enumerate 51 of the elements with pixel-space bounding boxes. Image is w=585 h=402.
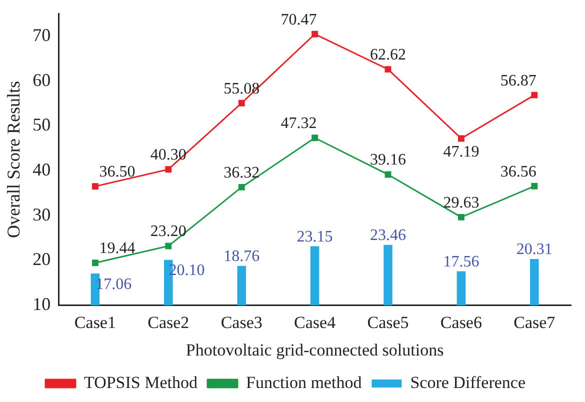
data-label: 36.50 — [99, 164, 136, 181]
point — [384, 66, 392, 73]
point — [312, 134, 318, 142]
x-axis-title: Photovoltaic grid-connected solutions — [186, 340, 444, 360]
legend-label: Score Difference — [410, 372, 526, 392]
y-tick-label: 10 — [32, 294, 51, 314]
point — [238, 184, 245, 190]
data-label: 70.47 — [280, 11, 317, 28]
point — [92, 183, 98, 190]
data-label: 23.15 — [296, 228, 333, 246]
y-tick-label: 50 — [32, 114, 51, 135]
y-axis-title: Overall Score Results — [4, 81, 24, 238]
data-label: 47.32 — [280, 115, 317, 132]
data-label: 20.31 — [516, 241, 552, 258]
point — [238, 100, 245, 106]
point — [384, 171, 392, 178]
point — [312, 30, 318, 38]
y-tick-label: 20 — [32, 249, 51, 270]
data-label: 18.76 — [224, 248, 260, 266]
y-tick-label: 30 — [32, 204, 51, 224]
data-label: 39.16 — [370, 152, 406, 169]
x-tick-label: Case6 — [440, 312, 482, 332]
y-tick-label: 60 — [32, 70, 51, 90]
data-label: 19.44 — [99, 240, 136, 258]
x-tick-label: Case5 — [367, 312, 409, 332]
data-label: 23.20 — [150, 223, 186, 240]
legend-label: Function method — [246, 372, 362, 392]
x-tick-label: Case4 — [294, 312, 336, 332]
point — [92, 260, 98, 266]
legend-label: TOPSIS Method — [84, 372, 198, 392]
x-tick-label: Case3 — [220, 312, 262, 332]
data-label: 62.62 — [370, 46, 406, 64]
y-tick-label: 40 — [32, 159, 51, 180]
data-label: 40.30 — [150, 146, 186, 164]
data-label: 56.87 — [500, 72, 536, 90]
x-tick-label: Case1 — [74, 312, 116, 332]
data-label: 36.32 — [224, 164, 260, 182]
x-tick-label: Case2 — [148, 312, 190, 332]
y-tick-label: 70 — [32, 24, 51, 45]
point — [531, 182, 538, 190]
x-tick-label: Case7 — [514, 312, 556, 332]
data-label: 47.19 — [443, 144, 480, 161]
point — [165, 166, 172, 173]
data-label: 36.56 — [500, 163, 536, 180]
point — [458, 135, 464, 142]
point — [458, 214, 464, 220]
point — [531, 92, 538, 98]
data-label: 17.56 — [443, 254, 480, 271]
data-label: 23.46 — [370, 227, 406, 244]
data-label: 29.63 — [443, 194, 480, 212]
point — [165, 242, 172, 250]
